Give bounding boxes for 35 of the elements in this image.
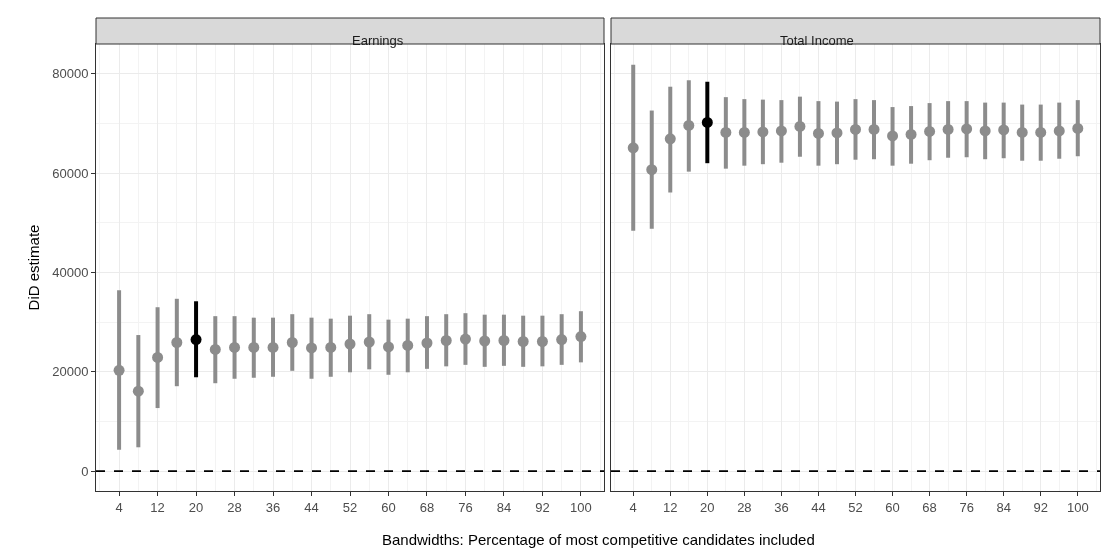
y-tick-label: 60000 [52,165,89,181]
x-tick-label: 36 [774,499,789,515]
x-axis-title: Bandwidths: Percentage of most competitive candidates included [382,531,815,548]
x-tick-label: 4 [629,499,637,515]
y-tick-label: 40000 [52,265,89,281]
x-tick-label: 44 [811,499,826,515]
x-tick-label: 20 [188,499,204,515]
x-tick-label: 84 [996,499,1011,515]
y-axis-title: DiD estimate [25,224,43,311]
x-tick-label: 36 [265,499,281,515]
y-tick-label: 20000 [52,364,89,380]
x-tick-label: 68 [419,499,435,515]
y-tick-label: 80000 [52,66,89,82]
x-tick-label: 60 [885,499,900,515]
x-tick-label: 84 [496,499,512,515]
x-tick-label: 20 [700,499,715,515]
x-tick-label: 76 [458,499,473,515]
x-tick-label: 12 [150,499,165,515]
x-tick-label: 92 [535,499,550,515]
x-tick-label: 44 [304,499,319,515]
x-tick-label: 92 [1033,499,1048,515]
x-tick-label: 52 [342,499,358,515]
x-tick-label: 68 [922,499,937,515]
chart-title: Earnings [352,33,404,48]
x-tick-label: 4 [115,499,123,515]
x-tick-label: 12 [663,499,678,515]
x-tick-label: 60 [381,499,396,515]
x-tick-label: 76 [959,499,974,515]
x-tick-label: 52 [848,499,863,515]
x-tick-label: 100 [1066,499,1089,515]
chart-title: Total Income [780,33,854,48]
x-tick-label: 28 [227,499,242,515]
x-tick-label: 28 [737,499,752,515]
x-tick-label: 100 [570,499,592,515]
y-tick-label: 0 [81,463,89,479]
